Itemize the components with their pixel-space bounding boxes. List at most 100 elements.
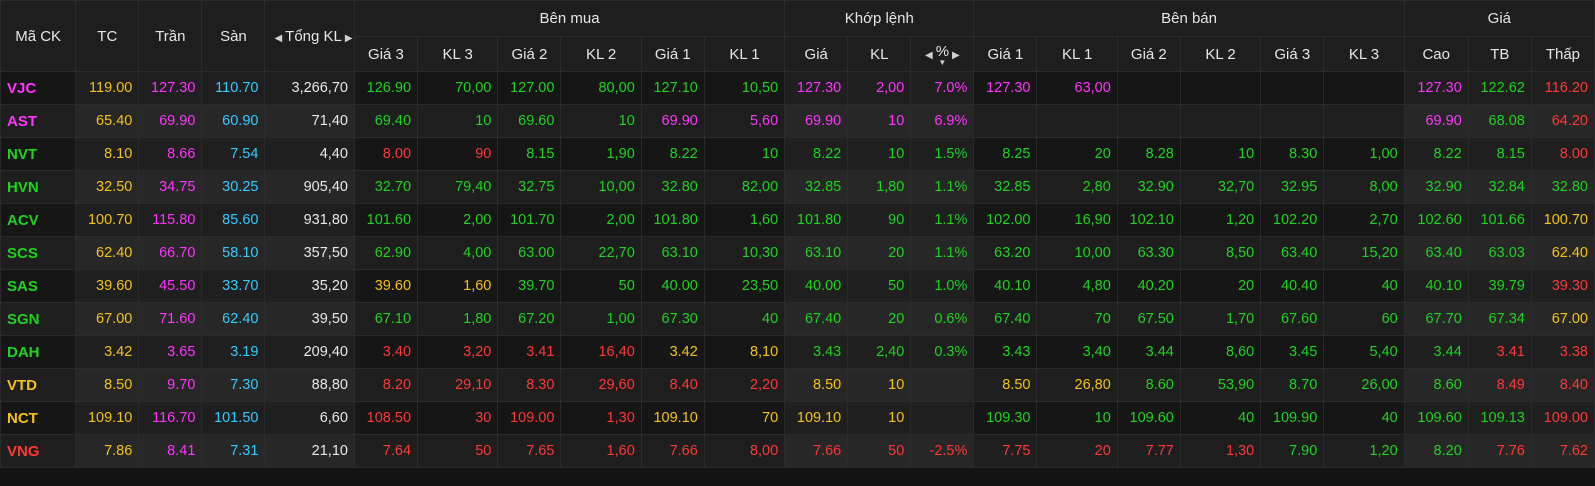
col-mua-kl3[interactable]: KL 3 xyxy=(417,36,499,72)
cell-ban-gia1: 8.25 xyxy=(973,137,1038,171)
cell-symbol[interactable]: NVT xyxy=(0,137,77,171)
cell-tc: 3.42 xyxy=(75,335,140,369)
col-gia-thap[interactable]: Thấp xyxy=(1530,36,1595,72)
cell-tong-kl: 21,10 xyxy=(264,434,355,468)
table-row[interactable]: NCT 109.10 116.70 101.50 6,60 108.50 30 109.00 1… xyxy=(0,401,1595,435)
cell-mua-kl1: 8,00 xyxy=(703,434,786,468)
cell-ban-kl2: 53,90 xyxy=(1179,368,1262,402)
col-ban-kl1[interactable]: KL 1 xyxy=(1036,36,1118,72)
cell-symbol[interactable]: VNG xyxy=(0,434,77,468)
cell-mua-gia2: 127.00 xyxy=(497,71,562,105)
arrow-right-icon[interactable]: ▶ xyxy=(952,49,960,61)
cell-symbol[interactable]: ACV xyxy=(0,203,77,237)
cell-tc: 62.40 xyxy=(75,236,140,270)
cell-khop-pct: 7.0% xyxy=(910,71,975,105)
cell-ban-gia2: 8.28 xyxy=(1116,137,1181,171)
col-mua-kl2[interactable]: KL 2 xyxy=(560,36,642,72)
col-ban-gia3[interactable]: Giá 3 xyxy=(1260,36,1325,72)
cell-mua-kl1: 8,10 xyxy=(703,335,786,369)
cell-symbol[interactable]: VJC xyxy=(0,71,77,105)
col-khop-gia[interactable]: Giá xyxy=(784,36,849,72)
table-row[interactable]: SGN 67.00 71.60 62.40 39,50 67.10 1,80 67.20 1,0… xyxy=(0,302,1595,336)
cell-ban-kl1 xyxy=(1036,104,1118,138)
cell-tran: 45.50 xyxy=(138,269,203,303)
col-tc[interactable]: TC xyxy=(75,0,140,72)
col-ma-ck[interactable]: Mã CK xyxy=(0,0,77,72)
cell-mua-gia3: 126.90 xyxy=(353,71,419,105)
col-khop-pct[interactable]: ◀% ▼ ▶ xyxy=(910,36,975,72)
table-row[interactable]: SCS 62.40 66.70 58.10 357,50 62.90 4,00 63.00 22… xyxy=(0,236,1595,270)
cell-ban-gia1: 7.75 xyxy=(973,434,1038,468)
cell-ban-gia2: 109.60 xyxy=(1116,401,1181,435)
cell-symbol[interactable]: AST xyxy=(0,104,77,138)
cell-gia-tb: 7.76 xyxy=(1467,434,1532,468)
cell-tong-kl: 357,50 xyxy=(264,236,355,270)
table-row[interactable]: VJC 119.00 127.30 110.70 3,266,70 126.90 70,00… xyxy=(0,71,1595,105)
cell-mua-gia1: 69.90 xyxy=(640,104,705,138)
cell-ban-kl1: 10,00 xyxy=(1036,236,1118,270)
cell-tong-kl: 931,80 xyxy=(264,203,355,237)
cell-symbol[interactable]: DAH xyxy=(0,335,77,369)
cell-mua-kl3: 90 xyxy=(417,137,499,171)
col-khop-kl[interactable]: KL xyxy=(847,36,912,72)
col-san[interactable]: Sàn xyxy=(201,0,266,72)
table-row[interactable]: HVN 32.50 34.75 30.25 905,40 32.70 79,40 32.75 1… xyxy=(0,170,1595,204)
cell-ban-gia3: 3.45 xyxy=(1260,335,1325,369)
col-mua-gia2[interactable]: Giá 2 xyxy=(497,36,562,72)
col-gia-cao[interactable]: Cao xyxy=(1403,36,1469,72)
cell-ban-gia2: 8.60 xyxy=(1116,368,1181,402)
cell-tran: 8.66 xyxy=(138,137,203,171)
cell-san: 110.70 xyxy=(201,71,266,105)
arrow-left-icon[interactable]: ◀ xyxy=(274,32,283,44)
cell-symbol[interactable]: NCT xyxy=(0,401,77,435)
cell-gia-thap: 116.20 xyxy=(1530,71,1595,105)
col-ban-gia1[interactable]: Giá 1 xyxy=(973,36,1038,72)
col-ban-kl2[interactable]: KL 2 xyxy=(1179,36,1262,72)
arrow-right-icon[interactable]: ▶ xyxy=(344,32,353,44)
cell-ban-kl3: 15,20 xyxy=(1323,236,1405,270)
col-tran[interactable]: Trần xyxy=(138,0,203,72)
cell-symbol[interactable]: SCS xyxy=(0,236,77,270)
cell-symbol[interactable]: SGN xyxy=(0,302,77,336)
cell-gia-thap: 39.30 xyxy=(1530,269,1595,303)
cell-gia-tb: 8.15 xyxy=(1467,137,1532,171)
cell-mua-kl3: 2,00 xyxy=(417,203,499,237)
cell-khop-pct: 0.3% xyxy=(910,335,975,369)
table-row[interactable]: VTD 8.50 9.70 7.30 88,80 8.20 29,10 8.30 29,60 8.… xyxy=(0,368,1595,402)
col-mua-kl1[interactable]: KL 1 xyxy=(703,36,786,72)
cell-gia-tb: 3.41 xyxy=(1467,335,1532,369)
table-row[interactable]: AST 65.40 69.90 60.90 71,40 69.40 10 69.60 10 69.… xyxy=(0,104,1595,138)
cell-symbol[interactable]: HVN xyxy=(0,170,77,204)
cell-tong-kl: 39,50 xyxy=(264,302,355,336)
cell-mua-kl2: 1,30 xyxy=(560,401,642,435)
cell-symbol[interactable]: SAS xyxy=(0,269,77,303)
cell-mua-kl3: 79,40 xyxy=(417,170,499,204)
cell-mua-kl2: 16,40 xyxy=(560,335,642,369)
cell-ban-kl1: 16,90 xyxy=(1036,203,1118,237)
cell-ban-kl3 xyxy=(1323,71,1405,105)
cell-gia-thap: 100.70 xyxy=(1530,203,1595,237)
cell-gia-thap: 7.62 xyxy=(1530,434,1595,468)
cell-ban-kl1: 26,80 xyxy=(1036,368,1118,402)
col-mua-gia1[interactable]: Giá 1 xyxy=(640,36,705,72)
cell-symbol[interactable]: VTD xyxy=(0,368,77,402)
cell-ban-kl2: 8,50 xyxy=(1179,236,1262,270)
col-ban-gia2[interactable]: Giá 2 xyxy=(1116,36,1181,72)
table-row[interactable]: DAH 3.42 3.65 3.19 209,40 3.40 3,20 3.41 16,40 3.… xyxy=(0,335,1595,369)
col-ban-kl3[interactable]: KL 3 xyxy=(1323,36,1405,72)
table-row[interactable]: VNG 7.86 8.41 7.31 21,10 7.64 50 7.65 1,60 7.66 8,… xyxy=(0,434,1595,468)
cell-ban-kl2: 40 xyxy=(1179,401,1262,435)
cell-ban-kl3: 26,00 xyxy=(1323,368,1405,402)
table-row[interactable]: SAS 39.60 45.50 33.70 35,20 39.60 1,60 39.70 50 4… xyxy=(0,269,1595,303)
cell-khop-gia: 101.80 xyxy=(784,203,849,237)
col-tong-kl[interactable]: ◀ Tổng KL ▶ xyxy=(264,0,355,72)
table-row[interactable]: ACV 100.70 115.80 85.60 931,80 101.60 2,00 101.… xyxy=(0,203,1595,237)
cell-mua-gia1: 101.80 xyxy=(640,203,705,237)
cell-khop-kl: 50 xyxy=(847,434,912,468)
table-row[interactable]: NVT 8.10 8.66 7.54 4,40 8.00 90 8.15 1,90 8.22 10 8… xyxy=(0,137,1595,171)
cell-gia-thap: 64.20 xyxy=(1530,104,1595,138)
col-mua-gia3[interactable]: Giá 3 xyxy=(353,36,419,72)
sort-down-icon[interactable]: ▼ xyxy=(938,57,947,67)
col-gia-tb[interactable]: TB xyxy=(1467,36,1532,72)
arrow-left-icon[interactable]: ◀ xyxy=(924,49,933,61)
